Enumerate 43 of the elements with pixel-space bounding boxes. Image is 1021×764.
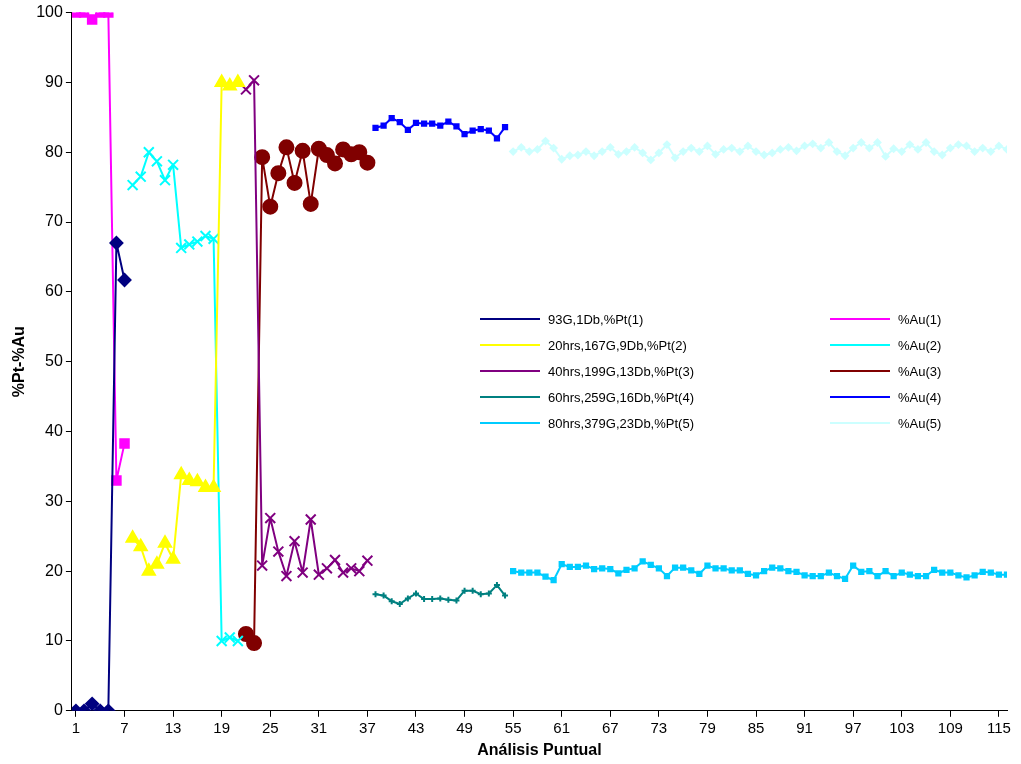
- x-tick-label: 25: [261, 718, 279, 736]
- y-tick-label: 50: [45, 352, 63, 370]
- x-tick-label: 91: [796, 718, 813, 736]
- x-tick-label: 55: [504, 718, 522, 736]
- y-tick-label: 70: [45, 212, 63, 230]
- x-tick-label: 43: [407, 718, 425, 736]
- x-tick-label: 19: [213, 718, 231, 736]
- y-axis-title: %Pt-%Au: [10, 326, 28, 398]
- x-tick-label: 31: [310, 718, 328, 736]
- x-axis-title: Análisis Puntual: [477, 740, 602, 758]
- legend-label: %Au(4): [898, 389, 942, 405]
- x-tick-label: 109: [937, 718, 963, 736]
- x-tick-label: 67: [601, 718, 619, 736]
- x-tick-label: 1: [71, 718, 81, 736]
- y-tick-label: 40: [45, 421, 63, 439]
- y-tick-label: 60: [45, 282, 63, 300]
- x-tick-label: 7: [120, 718, 129, 736]
- x-tick-label: 97: [844, 718, 862, 736]
- legend-label: 40hrs,199G,13Db,%Pt(3): [548, 363, 694, 379]
- legend-label: %Au(3): [898, 363, 942, 379]
- y-tick-label: 30: [45, 491, 63, 509]
- x-tick-label: 61: [553, 718, 571, 736]
- x-tick-label: 37: [359, 718, 376, 736]
- y-tick-label: 0: [53, 701, 63, 719]
- y-tick-label: 90: [45, 72, 63, 90]
- legend-label: 20hrs,167G,9Db,%Pt(2): [548, 337, 687, 353]
- x-tick-label: 79: [699, 718, 716, 736]
- legend-label: %Au(1): [898, 311, 942, 327]
- x-tick-label: 85: [747, 718, 765, 736]
- legend-label: 60hrs,259G,16Db,%Pt(4): [548, 389, 694, 405]
- y-tick-label: 10: [45, 631, 63, 649]
- x-tick-label: 49: [456, 718, 473, 736]
- x-tick-label: 73: [650, 718, 668, 736]
- x-tick-label: 13: [164, 718, 182, 736]
- legend-label: %Au(2): [898, 337, 942, 353]
- x-tick-label: 115: [986, 718, 1011, 736]
- x-tick-label: 103: [889, 718, 915, 736]
- y-tick-label: 20: [45, 561, 63, 579]
- y-tick-label: 80: [45, 142, 63, 160]
- legend-label: 93G,1Db,%Pt(1): [548, 311, 644, 327]
- legend-label: 80hrs,379G,23Db,%Pt(5): [548, 415, 694, 431]
- legend-label: %Au(5): [898, 415, 942, 431]
- y-tick-label: 100: [36, 3, 63, 21]
